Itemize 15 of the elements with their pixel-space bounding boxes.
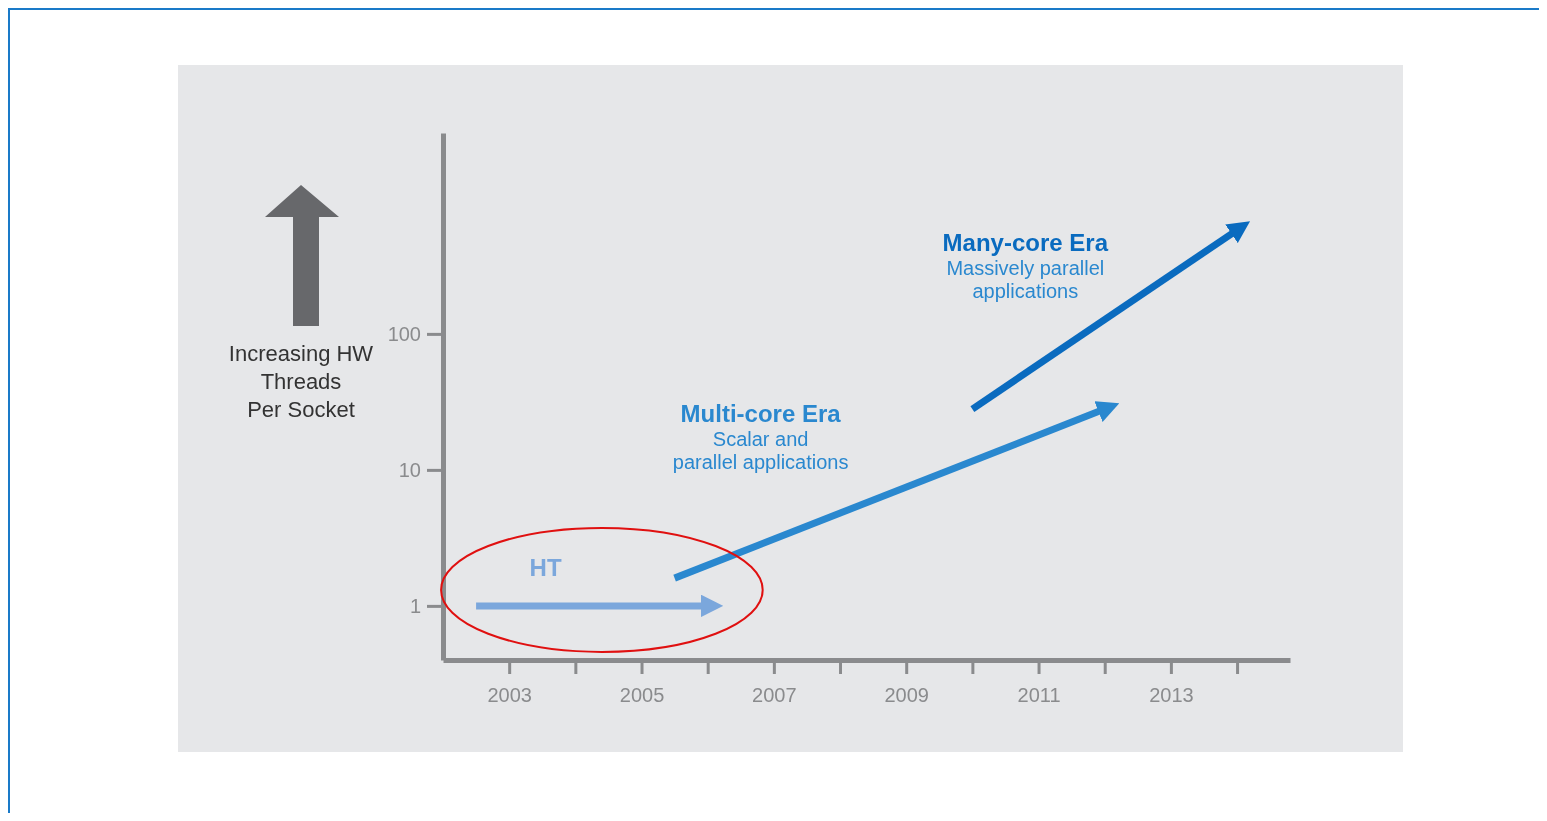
x-tick-label: 2003: [487, 684, 532, 707]
x-tick-label: 2005: [619, 684, 665, 707]
y-axis-title: Increasing HW Threads Per Socket: [228, 341, 374, 422]
x-tick-label: 2011: [1017, 684, 1061, 707]
text: Multi-core Era: [680, 400, 842, 428]
series-label: HT: [529, 553, 562, 581]
y-tick-label: 100: [387, 322, 421, 345]
annotation: Scalar and parallel applications: [672, 428, 849, 474]
y-tick-label: 1: [409, 594, 421, 617]
x-tick-label: 2007: [752, 684, 797, 707]
text: Many-core Era: [942, 229, 1109, 257]
x-tick-label: 2013: [1149, 684, 1194, 707]
y-tick-label: 10: [398, 458, 421, 481]
x-tick-label: 2009: [884, 684, 929, 707]
annotation: Massively parallel applications: [946, 257, 1105, 303]
